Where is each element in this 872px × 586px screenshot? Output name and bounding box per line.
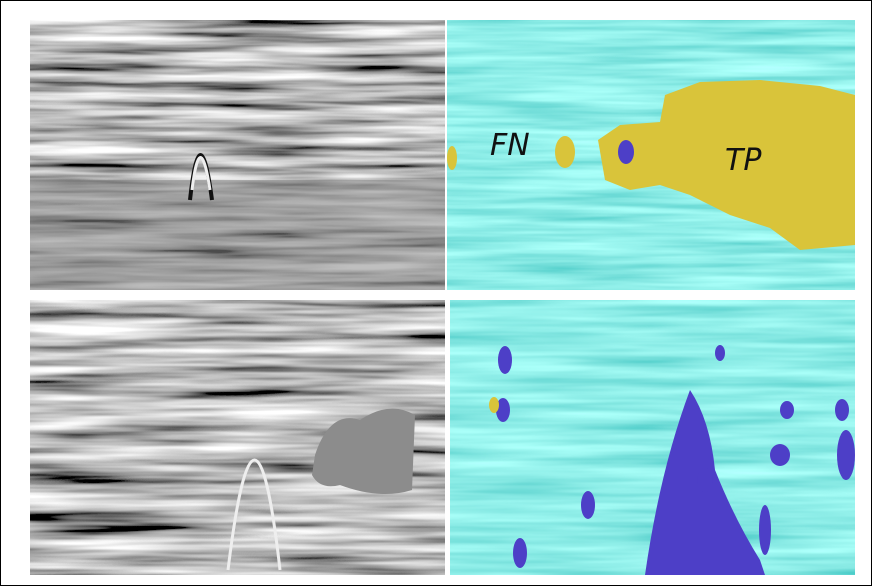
fp-region bbox=[697, 468, 713, 492]
radargram-shade bbox=[30, 180, 445, 290]
fn-region bbox=[447, 146, 457, 170]
figure: FN TP bbox=[0, 0, 872, 586]
fp-region bbox=[498, 346, 512, 374]
fp-region bbox=[770, 444, 790, 466]
fn-region bbox=[555, 136, 575, 168]
fn-region bbox=[489, 397, 499, 413]
fp-region bbox=[759, 505, 771, 555]
fp-region bbox=[618, 140, 634, 164]
fp-region bbox=[715, 345, 725, 361]
fp-region bbox=[835, 399, 849, 421]
tp-label: TP bbox=[725, 143, 762, 178]
fn-label: FN bbox=[490, 128, 530, 163]
fp-region bbox=[513, 538, 527, 568]
fp-region bbox=[837, 430, 855, 480]
fp-region bbox=[581, 491, 595, 519]
fp-region bbox=[780, 401, 794, 419]
